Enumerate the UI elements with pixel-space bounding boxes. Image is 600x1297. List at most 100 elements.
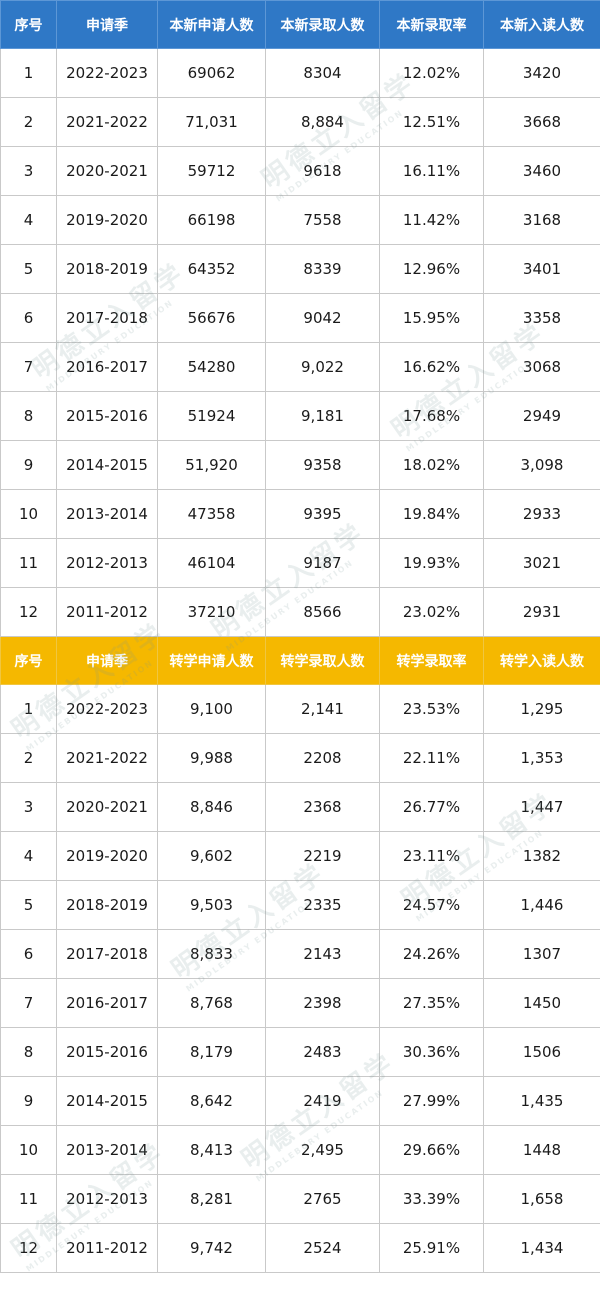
new-students-body: 1 2022-2023 69062 8304 12.02% 3420 2 2021-2022 7… — [0, 48, 600, 637]
cell-enrolled: 1450 — [483, 978, 600, 1028]
table-row: 8 2015-2016 51924 9,181 17.68% 2949 — [0, 391, 600, 441]
header-admitted: 转学录取人数 — [265, 636, 380, 685]
cell-enrolled: 1307 — [483, 929, 600, 979]
table-row: 3 2020-2021 8,846 2368 26.77% 1,447 — [0, 782, 600, 832]
cell-season: 2016-2017 — [56, 342, 158, 392]
cell-season: 2016-2017 — [56, 978, 158, 1028]
table-row: 12 2011-2012 9,742 2524 25.91% 1,434 — [0, 1223, 600, 1273]
cell-admit-rate: 29.66% — [379, 1125, 484, 1175]
cell-applicants: 9,742 — [157, 1223, 266, 1273]
header-index: 序号 — [0, 636, 57, 685]
cell-enrolled: 3668 — [483, 97, 600, 147]
header-applicants: 转学申请人数 — [157, 636, 266, 685]
header-admit-rate: 本新录取率 — [379, 0, 484, 49]
cell-applicants: 46104 — [157, 538, 266, 588]
cell-enrolled: 3401 — [483, 244, 600, 294]
cell-admitted: 9395 — [265, 489, 380, 539]
cell-enrolled: 3021 — [483, 538, 600, 588]
cell-admit-rate: 33.39% — [379, 1174, 484, 1224]
cell-season: 2015-2016 — [56, 1027, 158, 1077]
header-season: 申请季 — [56, 0, 158, 49]
header-season: 申请季 — [56, 636, 158, 685]
cell-applicants: 8,281 — [157, 1174, 266, 1224]
cell-admit-rate: 24.57% — [379, 880, 484, 930]
cell-admit-rate: 23.11% — [379, 831, 484, 881]
table-row: 11 2012-2013 46104 9187 19.93% 3021 — [0, 538, 600, 588]
cell-index: 2 — [0, 97, 57, 147]
cell-enrolled: 3358 — [483, 293, 600, 343]
header-index: 序号 — [0, 0, 57, 49]
cell-admit-rate: 11.42% — [379, 195, 484, 245]
cell-admit-rate: 22.11% — [379, 733, 484, 783]
table-row: 2 2021-2022 71,031 8,884 12.51% 3668 — [0, 97, 600, 147]
cell-admit-rate: 16.62% — [379, 342, 484, 392]
table-row: 2 2021-2022 9,988 2208 22.11% 1,353 — [0, 733, 600, 783]
header-applicants: 本新申请人数 — [157, 0, 266, 49]
cell-admit-rate: 17.68% — [379, 391, 484, 441]
cell-enrolled: 1,658 — [483, 1174, 600, 1224]
table-row: 9 2014-2015 51,920 9358 18.02% 3,098 — [0, 440, 600, 490]
cell-admit-rate: 23.53% — [379, 684, 484, 734]
cell-admit-rate: 23.02% — [379, 587, 484, 637]
new-students-header-row: 序号 申请季 本新申请人数 本新录取人数 本新录取率 本新入读人数 — [0, 0, 600, 49]
table-row: 4 2019-2020 9,602 2219 23.11% 1382 — [0, 831, 600, 881]
cell-index: 11 — [0, 1174, 57, 1224]
table-row: 8 2015-2016 8,179 2483 30.36% 1506 — [0, 1027, 600, 1077]
table-row: 7 2016-2017 54280 9,022 16.62% 3068 — [0, 342, 600, 392]
cell-admit-rate: 26.77% — [379, 782, 484, 832]
table-row: 1 2022-2023 9,100 2,141 23.53% 1,295 — [0, 684, 600, 734]
cell-admitted: 9618 — [265, 146, 380, 196]
cell-applicants: 47358 — [157, 489, 266, 539]
cell-admitted: 9187 — [265, 538, 380, 588]
cell-admitted: 8304 — [265, 48, 380, 98]
cell-admitted: 8566 — [265, 587, 380, 637]
cell-season: 2011-2012 — [56, 587, 158, 637]
cell-admitted: 2335 — [265, 880, 380, 930]
table-row: 12 2011-2012 37210 8566 23.02% 2931 — [0, 587, 600, 637]
table-row: 4 2019-2020 66198 7558 11.42% 3168 — [0, 195, 600, 245]
cell-admit-rate: 15.95% — [379, 293, 484, 343]
cell-season: 2020-2021 — [56, 782, 158, 832]
cell-season: 2013-2014 — [56, 489, 158, 539]
cell-season: 2018-2019 — [56, 244, 158, 294]
cell-admit-rate: 27.99% — [379, 1076, 484, 1126]
cell-enrolled: 1382 — [483, 831, 600, 881]
cell-season: 2011-2012 — [56, 1223, 158, 1273]
cell-enrolled: 1,447 — [483, 782, 600, 832]
cell-applicants: 56676 — [157, 293, 266, 343]
cell-index: 12 — [0, 587, 57, 637]
cell-applicants: 66198 — [157, 195, 266, 245]
cell-admit-rate: 16.11% — [379, 146, 484, 196]
cell-enrolled: 1448 — [483, 1125, 600, 1175]
cell-index: 8 — [0, 1027, 57, 1077]
table-row: 6 2017-2018 8,833 2143 24.26% 1307 — [0, 929, 600, 979]
cell-season: 2017-2018 — [56, 293, 158, 343]
cell-season: 2013-2014 — [56, 1125, 158, 1175]
table-row: 5 2018-2019 9,503 2335 24.57% 1,446 — [0, 880, 600, 930]
cell-applicants: 37210 — [157, 587, 266, 637]
cell-season: 2019-2020 — [56, 831, 158, 881]
cell-admitted: 2368 — [265, 782, 380, 832]
cell-index: 11 — [0, 538, 57, 588]
cell-index: 1 — [0, 48, 57, 98]
cell-season: 2017-2018 — [56, 929, 158, 979]
cell-index: 8 — [0, 391, 57, 441]
header-admitted: 本新录取人数 — [265, 0, 380, 49]
cell-index: 3 — [0, 146, 57, 196]
cell-admit-rate: 18.02% — [379, 440, 484, 490]
cell-admitted: 2483 — [265, 1027, 380, 1077]
cell-index: 7 — [0, 978, 57, 1028]
cell-season: 2014-2015 — [56, 440, 158, 490]
cell-applicants: 51924 — [157, 391, 266, 441]
cell-applicants: 8,846 — [157, 782, 266, 832]
cell-applicants: 9,602 — [157, 831, 266, 881]
cell-applicants: 71,031 — [157, 97, 266, 147]
header-enrolled: 本新入读人数 — [483, 0, 600, 49]
cell-admit-rate: 12.51% — [379, 97, 484, 147]
cell-applicants: 64352 — [157, 244, 266, 294]
cell-admit-rate: 19.84% — [379, 489, 484, 539]
cell-season: 2021-2022 — [56, 97, 158, 147]
table-row: 10 2013-2014 47358 9395 19.84% 2933 — [0, 489, 600, 539]
cell-enrolled: 3168 — [483, 195, 600, 245]
cell-admit-rate: 30.36% — [379, 1027, 484, 1077]
